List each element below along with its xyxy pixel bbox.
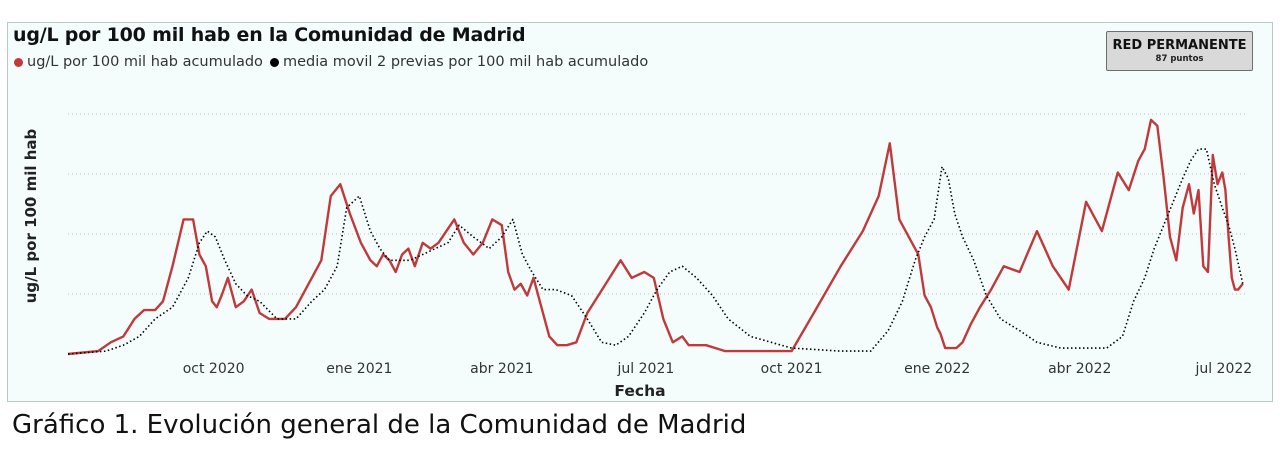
legend-dot-acumulado	[14, 57, 23, 67]
legend-item-acumulado[interactable]: ug/L por 100 mil hab acumulado	[14, 54, 263, 70]
x-tick-label: oct 2021	[761, 361, 823, 377]
x-tick-label: jul 2021	[617, 361, 675, 377]
legend-label-acumulado: ug/L por 100 mil hab acumulado	[27, 54, 263, 70]
x-tick-label: abr 2022	[1048, 361, 1111, 377]
x-axis-label: Fecha	[614, 382, 666, 400]
chart-title: ug/L por 100 mil hab en la Comunidad de …	[13, 24, 526, 46]
badge-subtitle: 87 puntos	[1155, 54, 1204, 64]
gridlines	[68, 113, 1246, 295]
series-lines	[67, 118, 1244, 356]
legend-item-media-movil[interactable]: media movil 2 previas por 100 mil hab ac…	[270, 54, 648, 70]
x-tick-label: abr 2021	[470, 361, 533, 377]
badge-title: RED PERMANENTE	[1112, 38, 1247, 53]
x-tick-label: jul 2022	[1194, 361, 1252, 377]
x-tick-labels: oct 2020 ene 2021 abr 2021 jul 2021 oct 2021…	[183, 361, 1252, 377]
red-permanente-badge[interactable]: RED PERMANENTE 87 puntos	[1106, 31, 1253, 71]
legend-label-media-movil: media movil 2 previas por 100 mil hab ac…	[283, 54, 649, 70]
figure-caption: Gráfico 1. Evolución general de la Comun…	[12, 410, 747, 440]
x-tick-label: oct 2020	[183, 361, 245, 377]
series-line-media-movil	[67, 148, 1244, 355]
x-tick-label: ene 2021	[326, 361, 392, 377]
legend-dot-media-movil	[270, 57, 279, 67]
series-line-acumulado	[67, 118, 1244, 356]
chart-panel	[7, 22, 1273, 402]
y-axis-label: ug/L por 100 mil hab	[22, 128, 40, 304]
x-tick-label: ene 2022	[904, 361, 970, 377]
